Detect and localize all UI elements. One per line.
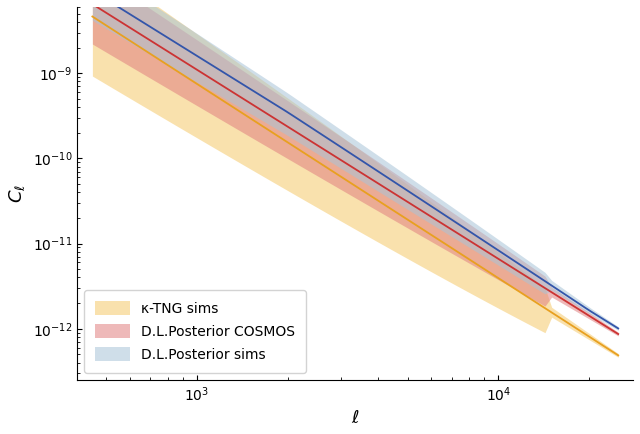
- X-axis label: $\ell$: $\ell$: [351, 409, 359, 427]
- Legend: κ-TNG sims, D.L.Posterior COSMOS, D.L.Posterior sims: κ-TNG sims, D.L.Posterior COSMOS, D.L.Po…: [84, 290, 306, 373]
- Y-axis label: $C_\ell$: $C_\ell$: [7, 184, 27, 203]
